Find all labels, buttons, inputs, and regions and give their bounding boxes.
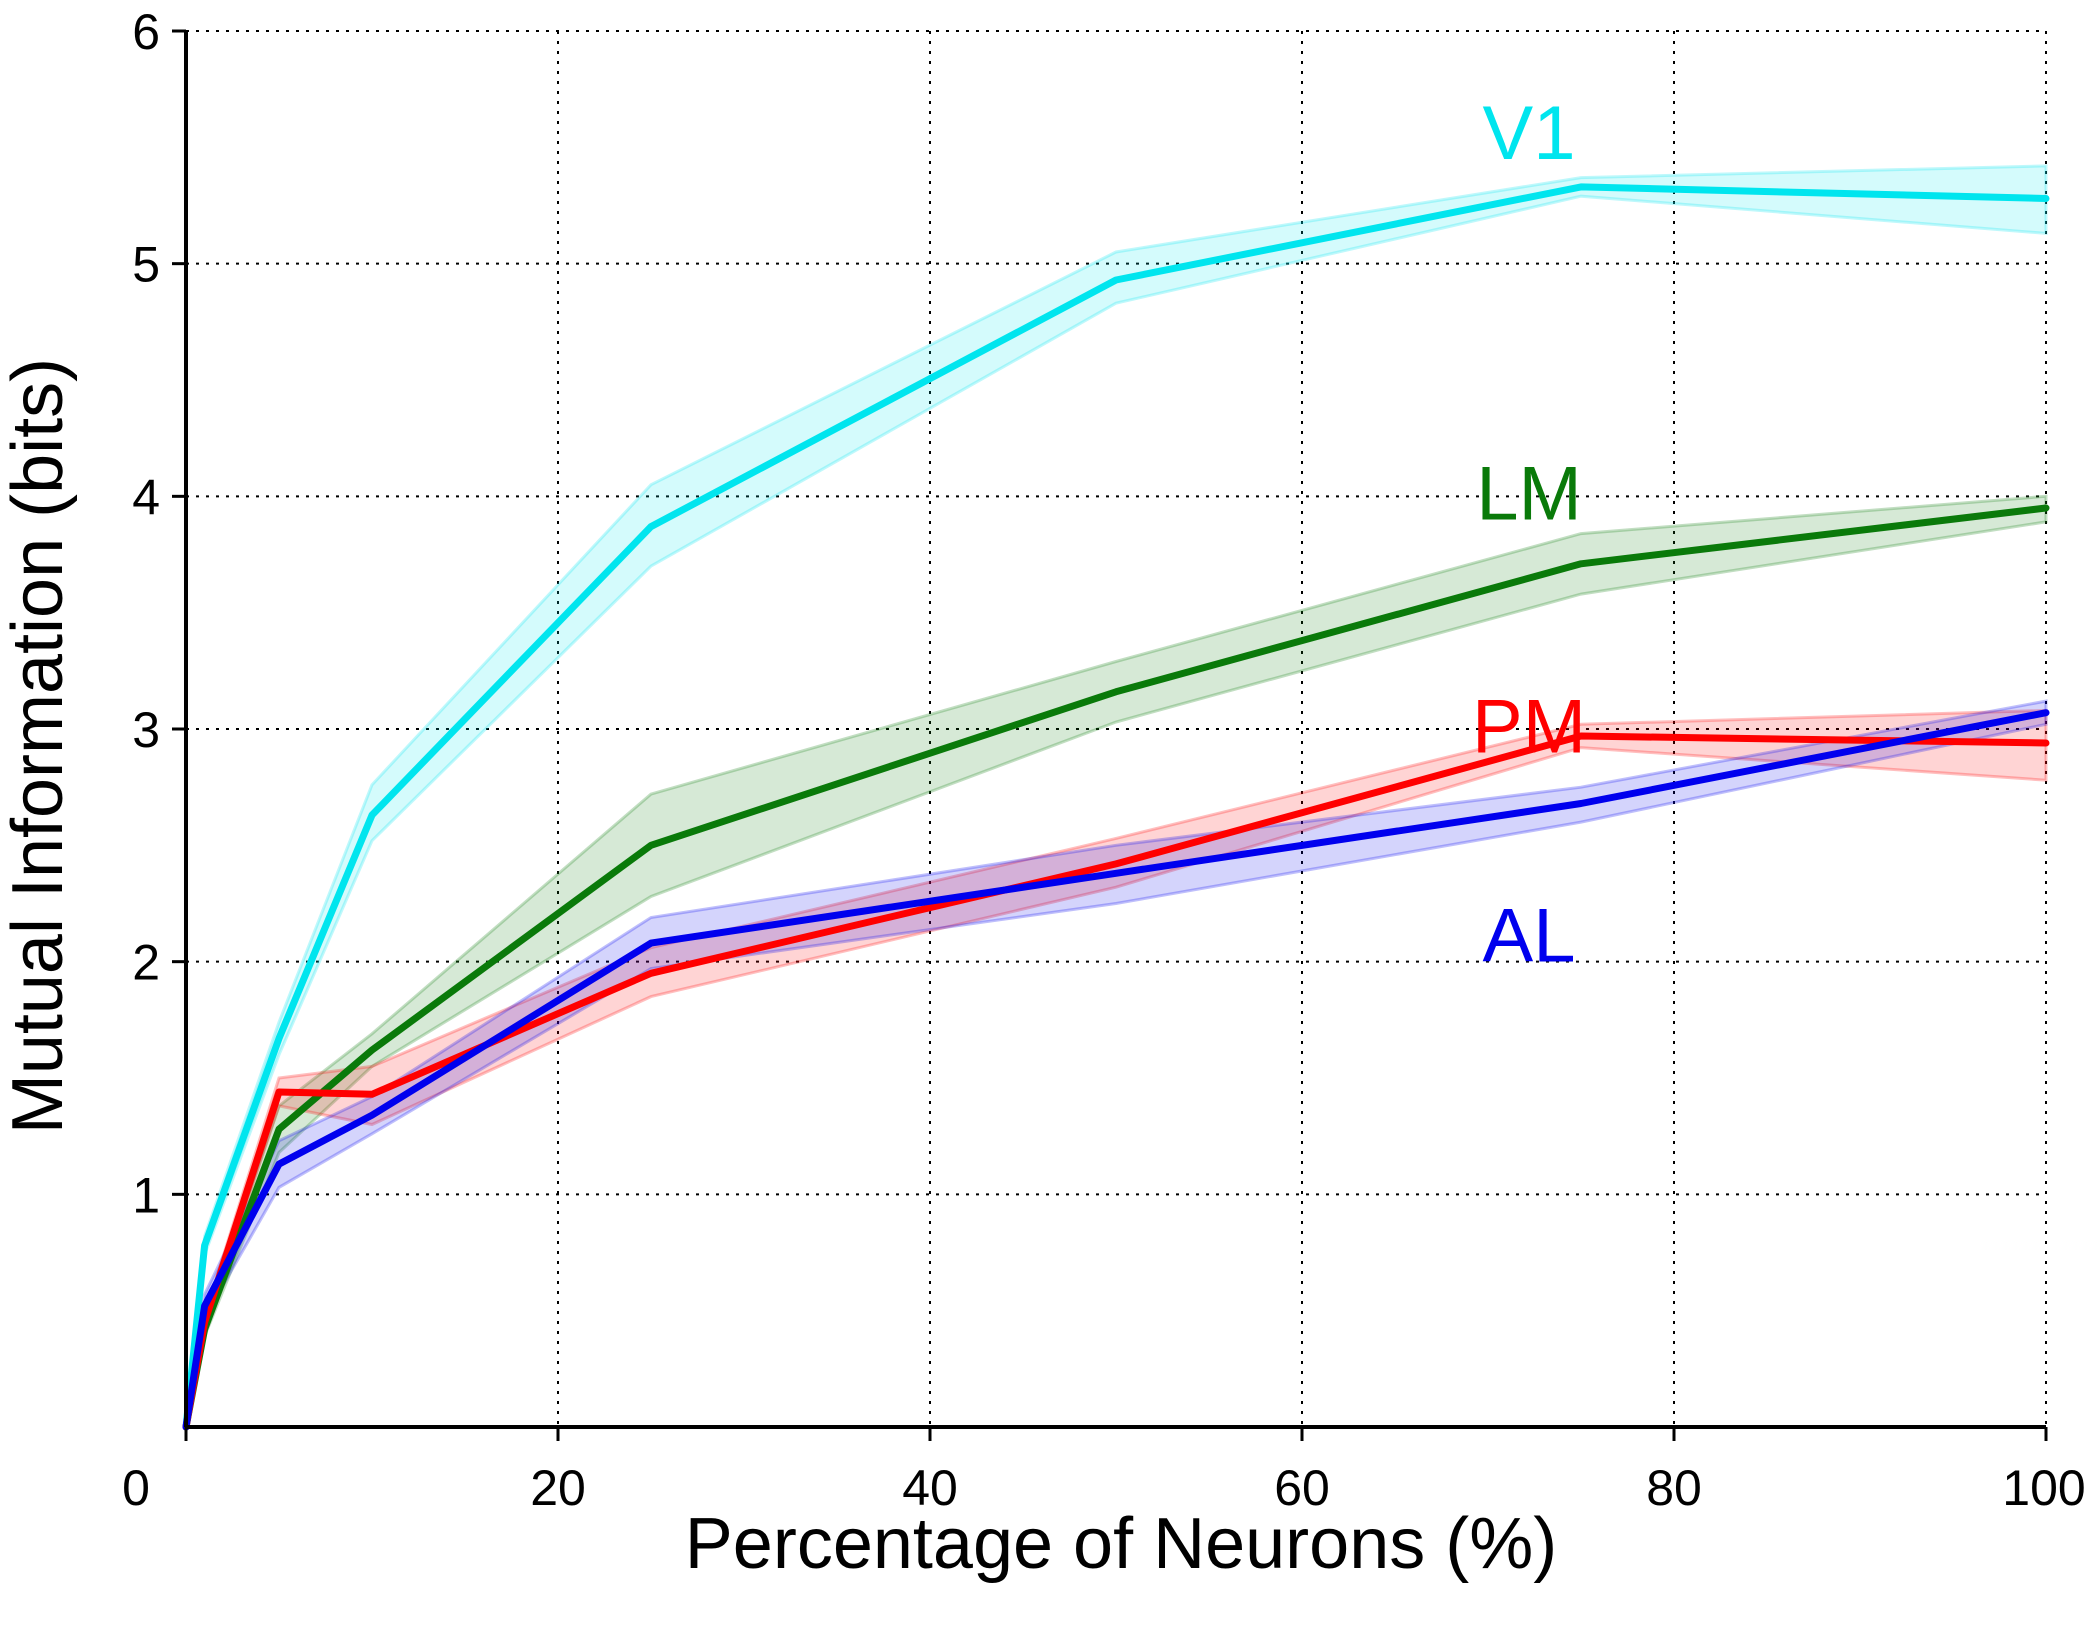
- series-label-pm: PM: [1472, 684, 1586, 769]
- y-axis-title: Mutual Information (bits): [0, 358, 78, 1134]
- y-tick-label-4: 4: [132, 469, 160, 525]
- grid-layer: [186, 30, 2047, 1427]
- series-lines: [182, 183, 2050, 1431]
- series-label-v1: V1: [1483, 91, 1576, 176]
- series-labels: V1 LM PM AL: [1472, 91, 1586, 979]
- band-al: [184, 699, 2048, 1428]
- y-tick-label-3: 3: [132, 702, 160, 758]
- series-label-lm: LM: [1476, 452, 1582, 537]
- y-tick-label-2: 2: [132, 935, 160, 991]
- line-al: [182, 709, 2050, 1431]
- y-tick-label-6: 6: [132, 4, 160, 60]
- line-v1: [182, 183, 2050, 1431]
- axes: 0 20 40 60 80 100 1 2 3 4 5 6: [122, 4, 2086, 1516]
- x-tick-label-20: 20: [530, 1460, 586, 1516]
- x-tick-label-80: 80: [1646, 1460, 1702, 1516]
- x-axis-title: Percentage of Neurons (%): [685, 1504, 1557, 1584]
- series-label-al: AL: [1483, 894, 1576, 979]
- confidence-bands: [184, 164, 2048, 1428]
- y-tick-label-5: 5: [132, 237, 160, 293]
- line-lm: [182, 504, 2050, 1431]
- band-v1: [184, 164, 2048, 1428]
- x-tick-label-0: 0: [122, 1460, 150, 1516]
- x-tick-label-60: 60: [1274, 1460, 1330, 1516]
- y-tick-label-1: 1: [132, 1167, 160, 1223]
- x-tick-label-40: 40: [902, 1460, 958, 1516]
- x-tick-label-100: 100: [2002, 1460, 2085, 1516]
